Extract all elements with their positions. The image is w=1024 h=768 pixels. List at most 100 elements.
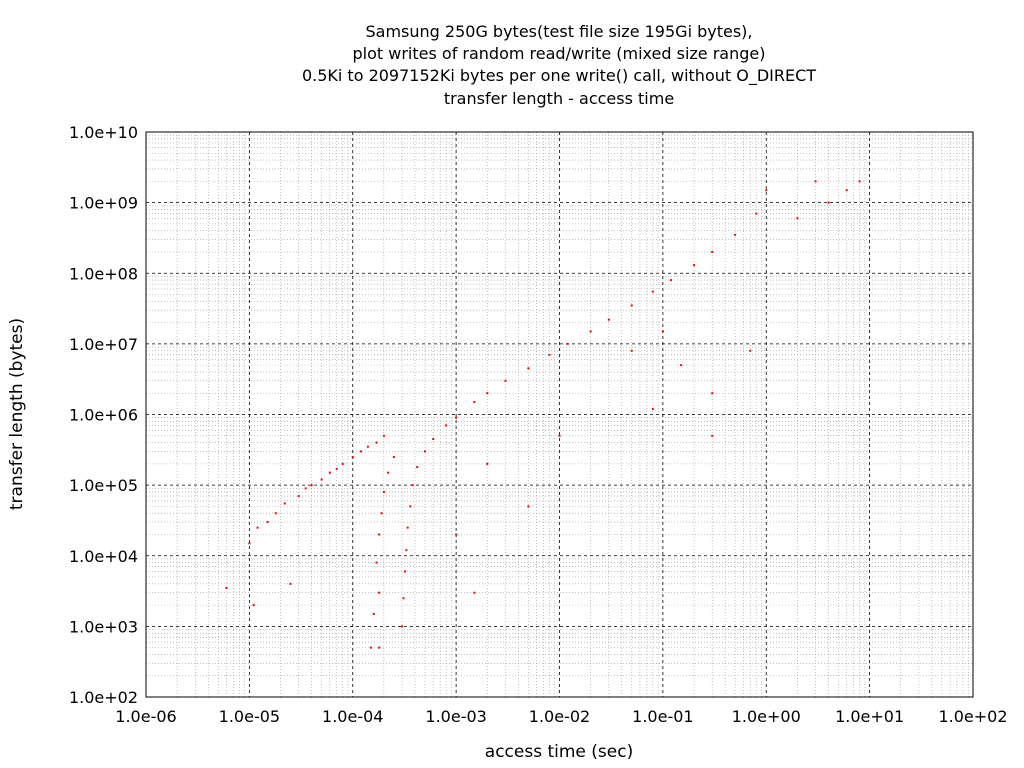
data-point [320,478,323,481]
data-point [328,471,331,474]
data-point [486,392,489,395]
data-point [297,495,300,498]
data-point [225,586,228,589]
data-point [274,512,277,515]
data-point [486,462,489,465]
data-point [424,450,427,453]
data-point [341,462,344,465]
x-tick-label: 1.0e-01 [632,707,693,726]
data-point [504,379,507,382]
data-point [455,533,458,536]
x-tick-label: 1.0e+00 [732,707,801,726]
data-point [630,349,633,352]
data-point [392,456,395,459]
data-point [359,450,362,453]
data-point [416,466,419,469]
data-point [473,401,476,404]
data-point [402,597,405,600]
data-point [827,201,830,204]
major-grid [146,132,973,697]
data-point [680,364,683,367]
data-point [455,416,458,419]
data-point [527,505,530,508]
data-point [380,512,383,515]
data-point [351,456,354,459]
data-point [734,233,737,236]
data-point [858,180,861,183]
data-point [310,484,313,487]
x-tick-label: 1.0e+02 [938,707,1007,726]
x-tick-label: 1.0e-06 [115,707,176,726]
data-point [403,570,406,573]
data-point [445,424,448,427]
data-point [711,434,714,437]
data-point [607,318,610,321]
x-tick-label: 1.0e-05 [219,707,280,726]
data-point [692,264,695,267]
data-point [382,490,385,493]
data-point [283,502,286,505]
data-point [266,521,269,524]
y-tick-label: 1.0e+07 [69,335,138,354]
data-point [248,542,251,545]
data-point [406,526,409,529]
x-tick-label: 1.0e+01 [835,707,904,726]
data-points [225,180,861,649]
data-point [372,612,375,615]
data-point [558,434,561,437]
data-point [651,407,654,410]
plot-frame [145,131,974,698]
data-point [375,441,378,444]
data-point [369,646,372,649]
data-point [409,505,412,508]
y-tick-label: 1.0e+05 [69,476,138,495]
data-point [375,561,378,564]
y-axis-label: transfer length (bytes) [7,318,27,510]
data-point [711,392,714,395]
data-point [796,217,799,220]
data-point [589,330,592,333]
data-point [289,582,292,585]
y-tick-label: 1.0e+06 [69,406,138,425]
data-point [749,349,752,352]
y-tick-label: 1.0e+08 [69,264,138,283]
title-line-1: Samsung 250G bytes(test file size 195Gi … [366,22,753,41]
data-point [814,180,817,183]
data-point [630,304,633,307]
x-tick-labels: 1.0e-06 1.0e-05 1.0e-04 1.0e-03 1.0e-02 1.0e-… [115,707,1007,726]
data-point [432,437,435,440]
data-point [473,591,476,594]
title-line-3: 0.5Ki to 2097152Ki bytes per one write()… [302,66,816,86]
data-point [566,342,569,345]
y-tick-label: 1.0e+02 [69,688,138,707]
x-tick-label: 1.0e-04 [322,707,383,726]
data-point [387,471,390,474]
data-point [548,353,551,356]
data-point [527,367,530,370]
data-point [378,533,381,536]
data-point [401,625,404,628]
data-point [366,445,369,448]
data-point [256,526,259,529]
y-tick-labels: 1.0e+02 1.0e+03 1.0e+04 1.0e+05 1.0e+06 1.0e+… [69,123,138,707]
y-tick-label: 1.0e+09 [69,194,138,213]
data-point [378,591,381,594]
data-point [661,330,664,333]
y-tick-label: 1.0e+10 [69,123,138,142]
x-tick-label: 1.0e-02 [529,707,590,726]
data-point [765,189,768,192]
data-point [845,189,848,192]
data-point [711,250,714,253]
data-point [755,212,758,215]
data-point [651,290,654,293]
data-point [378,646,381,649]
data-point [670,279,673,282]
data-point [382,434,385,437]
title-line-2: plot writes of random read/write (mixed … [353,44,766,63]
data-point [405,549,408,552]
y-tick-label: 1.0e+04 [69,547,138,566]
title-line-4: transfer length - access time [444,89,674,108]
data-point [411,484,414,487]
data-point [335,467,338,470]
